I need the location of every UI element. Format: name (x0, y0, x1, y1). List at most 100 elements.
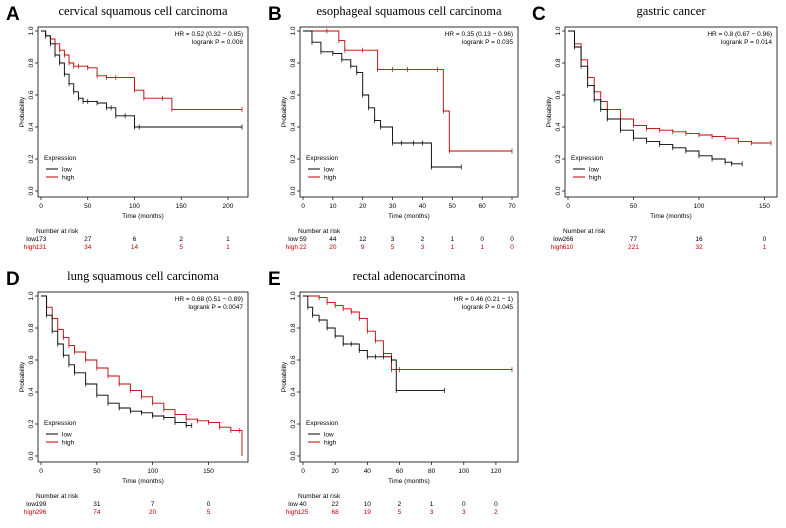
x-axis-label: Time (months) (388, 478, 430, 485)
y-tick-label: 0.8 (290, 58, 297, 67)
risk-value-high: 3 (421, 244, 425, 251)
risk-value-low: 44 (329, 236, 337, 243)
x-tick-label: 200 (223, 203, 234, 210)
risk-value-low: 2 (398, 501, 402, 508)
y-axis-label: Probability (19, 96, 26, 127)
hazard-ratio-text: HR = 0.68 (0.51 − 0.89) (175, 296, 243, 303)
y-axis-label: Probability (281, 361, 288, 392)
plot-frame (564, 26, 778, 198)
y-tick-label: 1.0 (290, 26, 297, 35)
risk-value-low: 0 (510, 236, 514, 243)
legend-title: Expression (44, 420, 77, 427)
x-axis-label: Time (months) (650, 213, 692, 220)
y-tick-label: 0.2 (290, 419, 297, 428)
risk-value-high: 2 (494, 509, 498, 516)
hazard-ratio-text: HR = 0.46 (0.21 − 1) (454, 296, 513, 303)
x-tick-label: 20 (332, 468, 340, 475)
risk-value-high: 296 (36, 509, 47, 516)
risk-value-high: 1 (763, 244, 767, 251)
legend-label-high: high (324, 175, 337, 182)
panel-label: D (6, 269, 20, 290)
risk-row-label-high: high (551, 244, 564, 251)
risk-value-low: 0 (462, 501, 466, 508)
risk-row-label-low: low (288, 236, 298, 243)
risk-row-label-low: low (288, 501, 298, 508)
risk-value-low: 16 (695, 236, 703, 243)
legend-label-low: low (324, 432, 334, 439)
risk-value-low: 3 (391, 236, 395, 243)
x-tick-label: 0 (566, 203, 570, 210)
risk-table-title: Number at risk (36, 493, 79, 500)
risk-value-high: 0 (510, 244, 514, 251)
risk-value-low: 1 (226, 236, 230, 243)
legend-label-low: low (589, 167, 599, 174)
risk-value-high: 5 (179, 244, 183, 251)
risk-value-high: 20 (329, 244, 337, 251)
x-tick-label: 100 (129, 203, 140, 210)
risk-value-low: 2 (421, 236, 425, 243)
x-tick-label: 120 (490, 468, 501, 475)
x-tick-label: 0 (39, 468, 43, 475)
risk-value-high: 32 (695, 244, 703, 251)
risk-value-high: 5 (398, 509, 402, 516)
x-tick-label: 150 (759, 203, 770, 210)
legend-label-high: high (324, 440, 337, 447)
logrank-text: logrank P = 0.008 (192, 39, 243, 46)
plot-frame (37, 291, 249, 463)
risk-value-high: 131 (36, 244, 47, 251)
risk-value-low: 266 (563, 236, 574, 243)
y-tick-label: 0.0 (555, 186, 562, 195)
chart-title: cervical squamous cell carcinoma (58, 4, 227, 18)
risk-value-low: 1 (430, 501, 434, 508)
risk-value-low: 7 (151, 501, 155, 508)
x-axis-label: Time (months) (122, 478, 164, 485)
legend-title: Expression (306, 420, 339, 427)
x-tick-label: 40 (419, 203, 427, 210)
legend-label-low: low (62, 432, 72, 439)
x-tick-label: 100 (694, 203, 705, 210)
x-tick-label: 50 (93, 468, 101, 475)
panel-label: C (532, 4, 546, 25)
legend-title: Expression (306, 155, 339, 162)
y-tick-label: 0.0 (290, 186, 297, 195)
y-tick-label: 0.2 (28, 154, 35, 163)
risk-row-label-low: low (26, 501, 36, 508)
series-line-high (568, 30, 771, 144)
risk-value-high: 5 (391, 244, 395, 251)
hazard-ratio-text: HR = 0.8 (0.67 − 0.96) (707, 31, 772, 38)
y-axis-label: Probability (19, 361, 26, 392)
risk-value-high: 3 (430, 509, 434, 516)
y-tick-label: 0.0 (28, 451, 35, 460)
y-tick-label: 0.8 (290, 323, 297, 332)
risk-value-low: 0 (480, 236, 484, 243)
y-tick-label: 1.0 (290, 291, 297, 300)
risk-value-low: 31 (93, 501, 101, 508)
y-tick-label: 0.6 (290, 90, 297, 99)
panel-label: B (268, 4, 282, 25)
x-tick-label: 40 (364, 468, 372, 475)
x-tick-label: 50 (449, 203, 457, 210)
x-axis-label: Time (months) (388, 213, 430, 220)
risk-value-high: 3 (462, 509, 466, 516)
risk-row-label-high: high (24, 509, 37, 516)
x-tick-label: 60 (479, 203, 487, 210)
risk-value-low: 0 (763, 236, 767, 243)
risk-value-low: 40 (299, 501, 307, 508)
risk-value-low: 27 (84, 236, 92, 243)
series-line-low (303, 30, 462, 168)
risk-value-high: 221 (628, 244, 639, 251)
x-tick-label: 70 (508, 203, 516, 210)
risk-value-low: 59 (299, 236, 307, 243)
y-tick-label: 0.4 (28, 387, 35, 396)
hazard-ratio-text: HR = 0.52 (0.32 − 0.85) (175, 31, 243, 38)
risk-value-high: 74 (93, 509, 101, 516)
risk-value-low: 0 (207, 501, 211, 508)
risk-value-high: 9 (361, 244, 365, 251)
series-line-low (303, 295, 445, 391)
y-tick-label: 1.0 (28, 291, 35, 300)
legend-title: Expression (44, 155, 77, 162)
risk-row-label-high: high (24, 244, 37, 251)
risk-row-label-low: low (26, 236, 36, 243)
